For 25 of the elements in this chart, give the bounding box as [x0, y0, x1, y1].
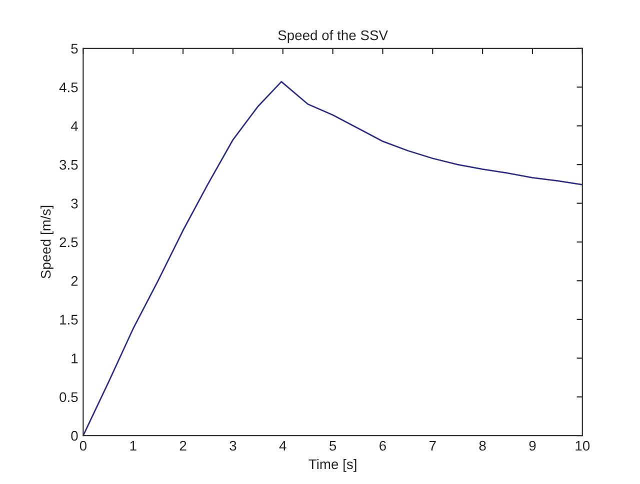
y-tick-label: 5: [71, 44, 78, 54]
x-tick-label: 1: [130, 440, 136, 451]
y-tick-label: 0: [71, 430, 78, 441]
y-tick-label: 4.5: [59, 82, 78, 92]
y-tick-label: 2: [71, 276, 78, 286]
x-tick-label: 2: [180, 440, 186, 451]
y-tick-label: 1: [72, 354, 78, 364]
y-tick-label: 4: [70, 121, 78, 131]
y-tick-label: 3: [71, 198, 78, 208]
x-tick-label: 9: [529, 440, 536, 451]
y-tick-label: 1.5: [60, 314, 78, 325]
y-tick-label: 0.5: [60, 392, 78, 402]
y-tick-label: 2.5: [60, 237, 78, 248]
x-tick-label: 4: [279, 440, 286, 451]
x-tick-label: 5: [329, 440, 336, 451]
x-tick-label: 0: [80, 440, 87, 451]
chart-title: Speed of the SSV: [278, 30, 388, 43]
x-tick-label: 8: [479, 440, 486, 451]
x-tick-label: 3: [230, 440, 236, 451]
y-tick-label: 3.5: [60, 160, 78, 170]
y-axis-title: Speed [m/s]: [40, 206, 54, 278]
x-tick-label: 7: [429, 440, 436, 451]
x-tick-label: 6: [380, 440, 386, 451]
x-axis-title: Time [s]: [308, 458, 356, 472]
x-tick-label: 10: [576, 440, 590, 451]
